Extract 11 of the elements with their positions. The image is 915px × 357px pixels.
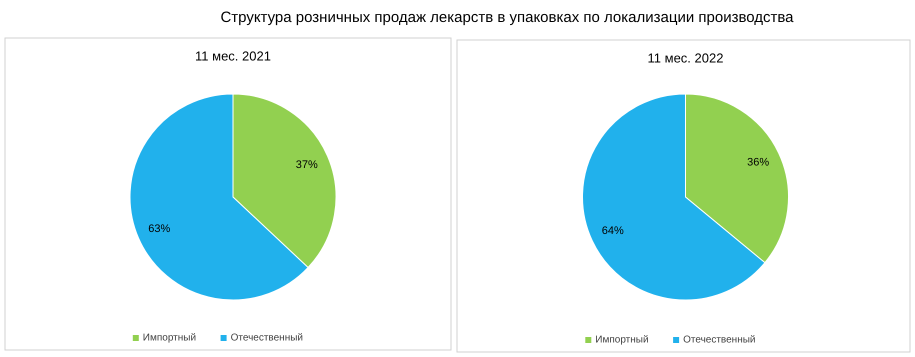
chart-subtitle: 11 мес. 2021 (195, 48, 271, 64)
chart-title: 11 мес. 2022 (648, 50, 724, 66)
data-label: 36% (747, 156, 770, 169)
text: Структура розничных продаж лекарств в упаковках по локализации производства (220, 8, 794, 26)
legend-label: Отечественный (683, 334, 756, 346)
legend-label: Отечественный (230, 332, 304, 344)
legend-label: Импортный (142, 332, 196, 344)
data-label: 63% (148, 222, 170, 235)
legend-label: Импортный (595, 334, 649, 346)
data-label: 37% (296, 159, 318, 171)
data-label: 64% (602, 225, 624, 238)
